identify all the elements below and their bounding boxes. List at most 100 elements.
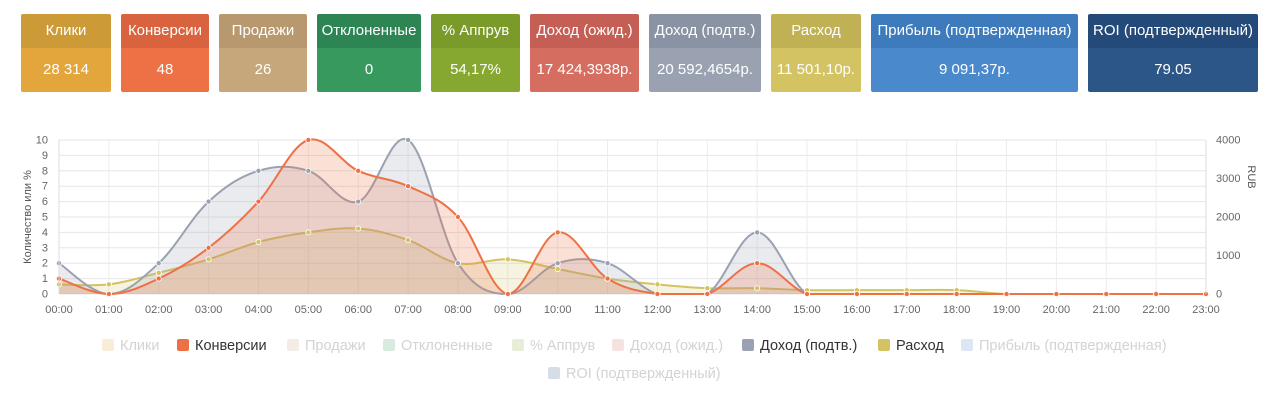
data-point [155,260,162,267]
data-point [454,214,461,221]
stat-value: 20 592,4654р. [649,48,761,92]
legend-swatch-icon [612,339,624,351]
y-tick-left: 7 [42,181,48,193]
data-point [155,275,162,282]
legend-item-profit[interactable]: Прибыль (подтвержденная) [961,336,1167,356]
legend-label: Доход (ожид.) [630,338,724,354]
data-point [205,244,212,251]
y-axis-title-left: Количество или % [22,170,34,264]
legend-item-rejected[interactable]: Отклоненные [383,336,493,356]
data-point [903,290,910,297]
data-point [654,281,661,288]
data-point [355,167,362,174]
y-tick-right: 3000 [1216,173,1240,185]
x-tick-label: 16:00 [843,304,871,316]
data-point [255,167,262,174]
data-point [355,225,362,232]
data-point [305,229,312,236]
hourly-chart: 0 1 2 3 4 5 6 7 8 9 10 0 1000 2000 3000 4000 00:00 01:00 0… [22,135,1257,317]
x-tick-label: 00:00 [45,304,73,316]
legend-label: Конверсии [195,338,267,354]
stat-value: 48 [121,48,209,92]
data-point [1153,290,1160,297]
stat-value: 79.05 [1088,48,1258,92]
stat-card-income-confirmed: Доход (подтв.) 20 592,4654р. [649,14,761,92]
stat-label: Клики [21,14,111,48]
y-tick-left: 1 [42,273,48,285]
stats-panel: Клики 28 314 Конверсии 48 Продажи 26 Отк… [0,14,1280,92]
data-point [554,229,561,236]
x-tick-label: 09:00 [494,304,522,316]
data-point [1003,290,1010,297]
legend-item-roi[interactable]: ROI (подтвержденный) [548,364,721,384]
y-tick-left: 8 [42,165,48,177]
data-point [105,281,112,288]
data-point [704,290,711,297]
y-tick-right: 1000 [1216,250,1240,262]
x-tick-label: 21:00 [1092,304,1120,316]
stat-label: Доход (подтв.) [649,14,761,48]
x-tick-label: 04:00 [245,304,273,316]
legend-item-income-confirmed[interactable]: Доход (подтв.) [742,336,857,356]
data-point [754,260,761,267]
y-tick-left: 10 [36,135,48,147]
data-point [604,260,611,267]
x-tick-label: 19:00 [993,304,1021,316]
legend-swatch-icon [177,339,189,351]
stat-label: Конверсии [121,14,209,48]
series-area [59,228,1206,294]
y-tick-left: 9 [42,150,48,162]
legend-swatch-icon [287,339,299,351]
stat-card-expense: Расход 11 501,10р. [771,14,861,92]
y-tick-right: 0 [1216,289,1222,301]
legend-item-conversions[interactable]: Конверсии [177,336,267,356]
x-tick-label: 23:00 [1192,304,1220,316]
legend-item-income-expected[interactable]: Доход (ожид.) [612,336,723,356]
data-point [405,183,412,190]
data-point [1053,290,1060,297]
data-point [804,290,811,297]
x-tick-label: 10:00 [544,304,572,316]
data-point [554,260,561,267]
y-tick-right: 4000 [1216,135,1240,147]
data-point [405,136,412,143]
data-point [654,290,661,297]
legend-swatch-icon [961,339,973,351]
data-point [853,290,860,297]
data-point [554,265,561,272]
legend-label: Расход [896,338,944,354]
chart-legend: Клики Конверсии Продажи Отклоненные % Ап… [0,336,1280,392]
stat-card-conversions: Конверсии 48 [121,14,209,92]
legend-label: Доход (подтв.) [760,338,858,354]
legend-label: Клики [120,338,160,354]
x-tick-label: 06:00 [344,304,372,316]
stat-card-profit: Прибыль (подтвержденная) 9 091,37р. [871,14,1078,92]
x-tick-label: 15:00 [793,304,821,316]
x-tick-label: 11:00 [594,304,621,316]
legend-label: Отклоненные [401,338,493,354]
x-tick-label: 03:00 [195,304,223,316]
stat-label: Доход (ожид.) [530,14,639,48]
x-tick-label: 07:00 [394,304,422,316]
data-point [405,237,412,244]
legend-item-sales[interactable]: Продажи [287,336,366,356]
data-point [454,260,461,267]
legend-label: Прибыль (подтвержденная) [979,338,1167,354]
series-area [59,138,1206,294]
legend-item-clicks[interactable]: Клики [102,336,159,356]
stat-label: ROI (подтвержденный) [1088,14,1258,48]
data-point [105,290,112,297]
stat-value: 11 501,10р. [771,48,861,92]
y-tick-left: 3 [42,242,48,254]
data-point [754,285,761,292]
legend-item-expense[interactable]: Расход [878,336,944,356]
x-tick-label: 02:00 [145,304,173,316]
legend-item-approve[interactable]: % Аппрув [512,336,595,356]
x-tick-label: 14:00 [743,304,771,316]
x-tick-label: 08:00 [444,304,472,316]
stat-card-clicks: Клики 28 314 [21,14,111,92]
data-point [205,198,212,205]
data-point [1103,290,1110,297]
stat-card-roi: ROI (подтвержденный) 79.05 [1088,14,1258,92]
data-point [305,136,312,143]
